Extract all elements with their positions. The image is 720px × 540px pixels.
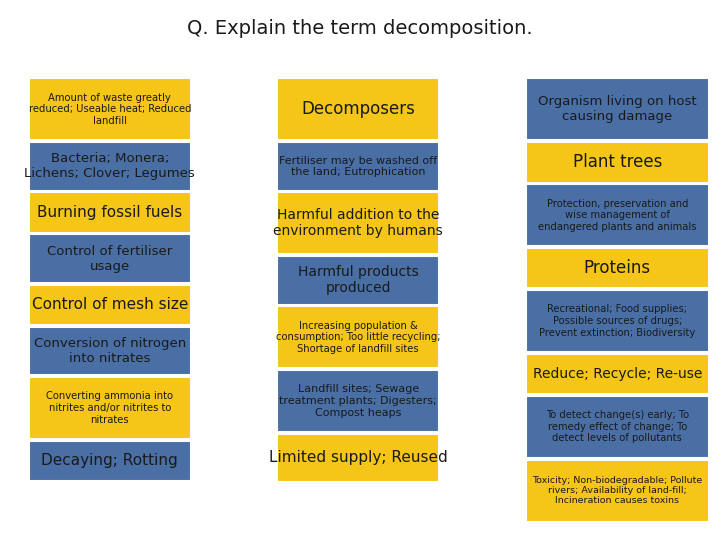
FancyBboxPatch shape xyxy=(29,192,191,233)
FancyBboxPatch shape xyxy=(277,192,439,254)
FancyBboxPatch shape xyxy=(277,370,439,432)
FancyBboxPatch shape xyxy=(526,142,709,183)
Text: To detect change(s) early; To
remedy effect of change; To
detect levels of pollu: To detect change(s) early; To remedy eff… xyxy=(546,410,689,443)
FancyBboxPatch shape xyxy=(29,234,191,283)
FancyBboxPatch shape xyxy=(526,354,709,394)
FancyBboxPatch shape xyxy=(29,285,191,325)
Text: Recreational; Food supplies;
Possible sources of drugs;
Prevent extinction; Biod: Recreational; Food supplies; Possible so… xyxy=(539,305,696,338)
Text: Limited supply; Reused: Limited supply; Reused xyxy=(269,450,448,465)
FancyBboxPatch shape xyxy=(29,78,191,140)
Text: Landfill sites; Sewage
treatment plants; Digesters;
Compost heaps: Landfill sites; Sewage treatment plants;… xyxy=(279,384,437,417)
Text: Protection, preservation and
wise management of
endangered plants and animals: Protection, preservation and wise manage… xyxy=(538,199,697,232)
FancyBboxPatch shape xyxy=(277,78,439,140)
Text: Converting ammonia into
nitrites and/or nitrites to
nitrates: Converting ammonia into nitrites and/or … xyxy=(46,392,174,424)
FancyBboxPatch shape xyxy=(29,327,191,375)
FancyBboxPatch shape xyxy=(526,248,709,288)
Text: Fertiliser may be washed off
the land; Eutrophication: Fertiliser may be washed off the land; E… xyxy=(279,156,437,177)
Text: Bacteria; Monera;
Lichens; Clover; Legumes: Bacteria; Monera; Lichens; Clover; Legum… xyxy=(24,152,195,180)
Text: Toxicity; Non-biodegradable; Pollute
rivers; Availability of land-fill;
Incinera: Toxicity; Non-biodegradable; Pollute riv… xyxy=(532,476,703,505)
FancyBboxPatch shape xyxy=(526,396,709,458)
Text: Harmful products
produced: Harmful products produced xyxy=(298,265,418,295)
FancyBboxPatch shape xyxy=(277,256,439,305)
FancyBboxPatch shape xyxy=(277,434,439,482)
Text: Control of mesh size: Control of mesh size xyxy=(32,298,188,312)
Text: Reduce; Recycle; Re-use: Reduce; Recycle; Re-use xyxy=(533,367,702,381)
Text: Proteins: Proteins xyxy=(584,259,651,277)
FancyBboxPatch shape xyxy=(277,306,439,368)
FancyBboxPatch shape xyxy=(277,142,439,191)
Text: Amount of waste greatly
reduced; Useable heat; Reduced
landfill: Amount of waste greatly reduced; Useable… xyxy=(29,93,191,126)
Text: Decomposers: Decomposers xyxy=(301,100,415,118)
Text: Burning fossil fuels: Burning fossil fuels xyxy=(37,205,182,220)
FancyBboxPatch shape xyxy=(29,377,191,439)
FancyBboxPatch shape xyxy=(29,441,191,481)
Text: Q. Explain the term decomposition.: Q. Explain the term decomposition. xyxy=(187,19,533,38)
Text: Plant trees: Plant trees xyxy=(572,153,662,171)
Text: Decaying; Rotting: Decaying; Rotting xyxy=(42,454,178,468)
Text: Increasing population &
consumption; Too little recycling;
Shortage of landfill : Increasing population & consumption; Too… xyxy=(276,321,441,354)
FancyBboxPatch shape xyxy=(526,460,709,522)
Text: Control of fertiliser
usage: Control of fertiliser usage xyxy=(48,245,172,273)
FancyBboxPatch shape xyxy=(526,78,709,140)
FancyBboxPatch shape xyxy=(29,142,191,191)
FancyBboxPatch shape xyxy=(526,290,709,352)
Text: Organism living on host
causing damage: Organism living on host causing damage xyxy=(538,96,697,123)
Text: Harmful addition to the
environment by humans: Harmful addition to the environment by h… xyxy=(274,208,443,238)
Text: Conversion of nitrogen
into nitrates: Conversion of nitrogen into nitrates xyxy=(34,337,186,365)
FancyBboxPatch shape xyxy=(526,184,709,246)
